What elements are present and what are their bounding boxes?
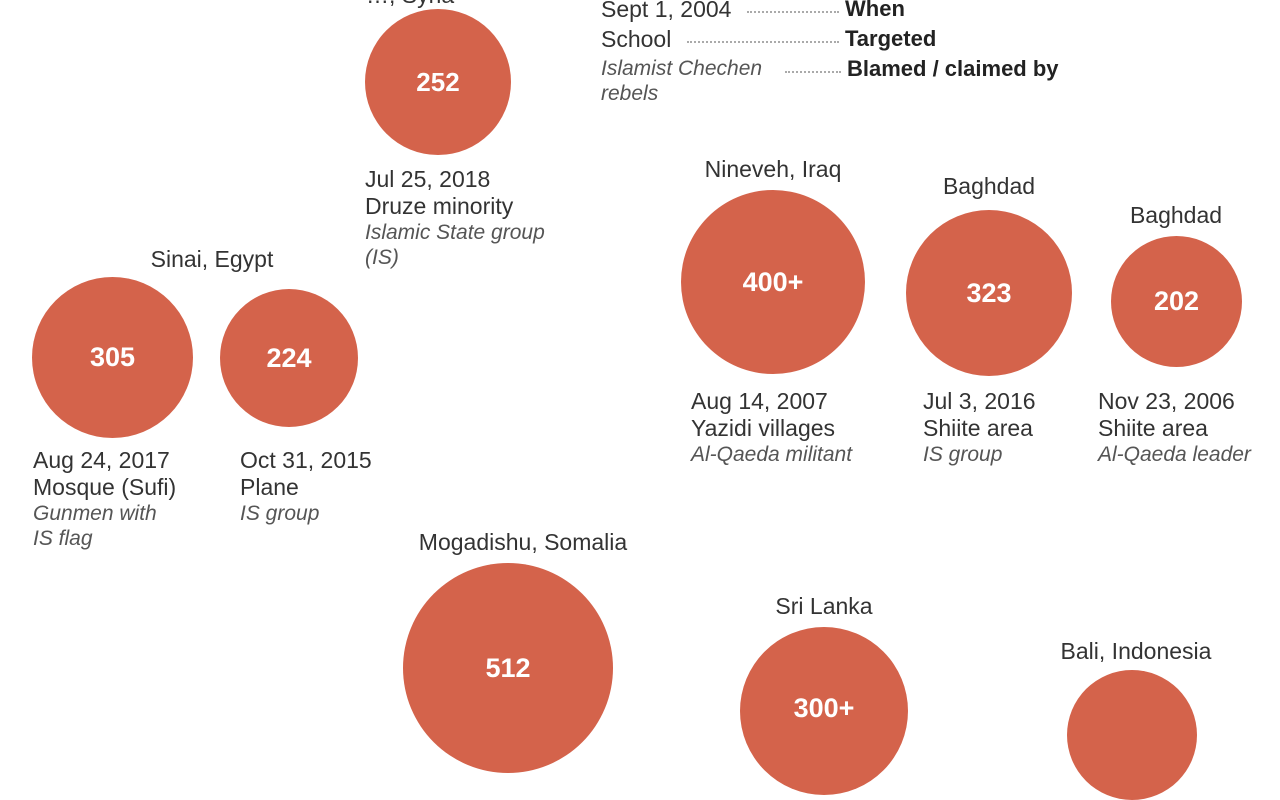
- event-date: Jul 25, 2018: [365, 166, 491, 192]
- event-target: Yazidi villages: [691, 415, 836, 441]
- event-info: Oct 31, 2015 Plane IS group: [240, 447, 380, 526]
- legend-leader-line: [687, 41, 839, 43]
- event-target: Plane: [240, 474, 299, 500]
- legend-key-targeted: Targeted: [845, 26, 937, 51]
- casualty-bubble: 323: [906, 210, 1072, 376]
- legend-value-blamed: Islamist Chechen rebels: [601, 57, 763, 105]
- casualty-bubble: 202: [1111, 236, 1242, 367]
- event-blamed: Al-Qaeda militant: [691, 443, 853, 466]
- casualty-bubble: 400+: [681, 190, 865, 374]
- legend-row-when: Sept 1, 2004 When: [601, 0, 905, 23]
- legend-row-targeted: School Targeted: [601, 26, 936, 53]
- event-info: Aug 14, 2007 Yazidi villages Al-Qaeda mi…: [691, 388, 891, 467]
- event-location: Sinai, Egypt: [150, 246, 274, 272]
- event-info: Jul 25, 2018 Druze minority Islamic Stat…: [365, 166, 575, 270]
- event-location: Nineveh, Iraq: [704, 156, 842, 182]
- top-cut-location-label: …, Syria: [366, 0, 454, 9]
- event-blamed: IS group: [923, 443, 1003, 466]
- event-info: Nov 23, 2006 Shiite area Al-Qaeda leader: [1098, 388, 1274, 467]
- legend-row-blamed: Islamist Chechen rebels Blamed / claimed…: [601, 56, 1059, 106]
- event-blamed: IS group: [240, 502, 320, 525]
- event-target: Shiite area: [923, 415, 1033, 441]
- legend: Sept 1, 2004 When School Targeted Islami…: [601, 0, 1121, 106]
- event-info: Aug 24, 2017 Mosque (Sufi) Gunmen with I…: [33, 447, 176, 551]
- event-location: Baghdad: [1129, 202, 1223, 228]
- casualty-bubble: [1067, 670, 1197, 800]
- event-date: Aug 14, 2007: [691, 388, 828, 414]
- casualty-bubble: 512: [403, 563, 613, 773]
- casualty-bubble: 224: [220, 289, 358, 427]
- event-date: Nov 23, 2006: [1098, 388, 1235, 414]
- event-date: Jul 3, 2016: [923, 388, 1036, 414]
- event-blamed: Al-Qaeda leader: [1098, 443, 1251, 466]
- event-target: Shiite area: [1098, 415, 1208, 441]
- casualty-bubble: 300+: [740, 627, 908, 795]
- event-location: Sri Lanka: [775, 593, 873, 619]
- event-blamed: Gunmen with IS flag: [33, 502, 157, 550]
- event-blamed: Islamic State group (IS): [365, 221, 545, 269]
- legend-leader-line: [785, 71, 841, 73]
- event-target: Mosque (Sufi): [33, 474, 177, 500]
- legend-key-when: When: [845, 0, 905, 21]
- legend-key-blamed: Blamed / claimed by: [847, 56, 1059, 81]
- casualty-bubble: 305: [32, 277, 193, 438]
- event-date: Oct 31, 2015: [240, 447, 372, 473]
- event-info: Jul 3, 2016 Shiite area IS group: [923, 388, 1073, 467]
- event-date: Aug 24, 2017: [33, 447, 170, 473]
- event-location: Baghdad: [942, 173, 1036, 199]
- event-location: Bali, Indonesia: [1060, 638, 1212, 664]
- casualty-bubble: 252: [365, 9, 511, 155]
- legend-value-targeted: School: [601, 26, 672, 52]
- legend-value-when: Sept 1, 2004: [601, 0, 732, 22]
- legend-leader-line: [747, 11, 839, 13]
- event-location: Mogadishu, Somalia: [418, 529, 628, 555]
- event-target: Druze minority: [365, 193, 514, 219]
